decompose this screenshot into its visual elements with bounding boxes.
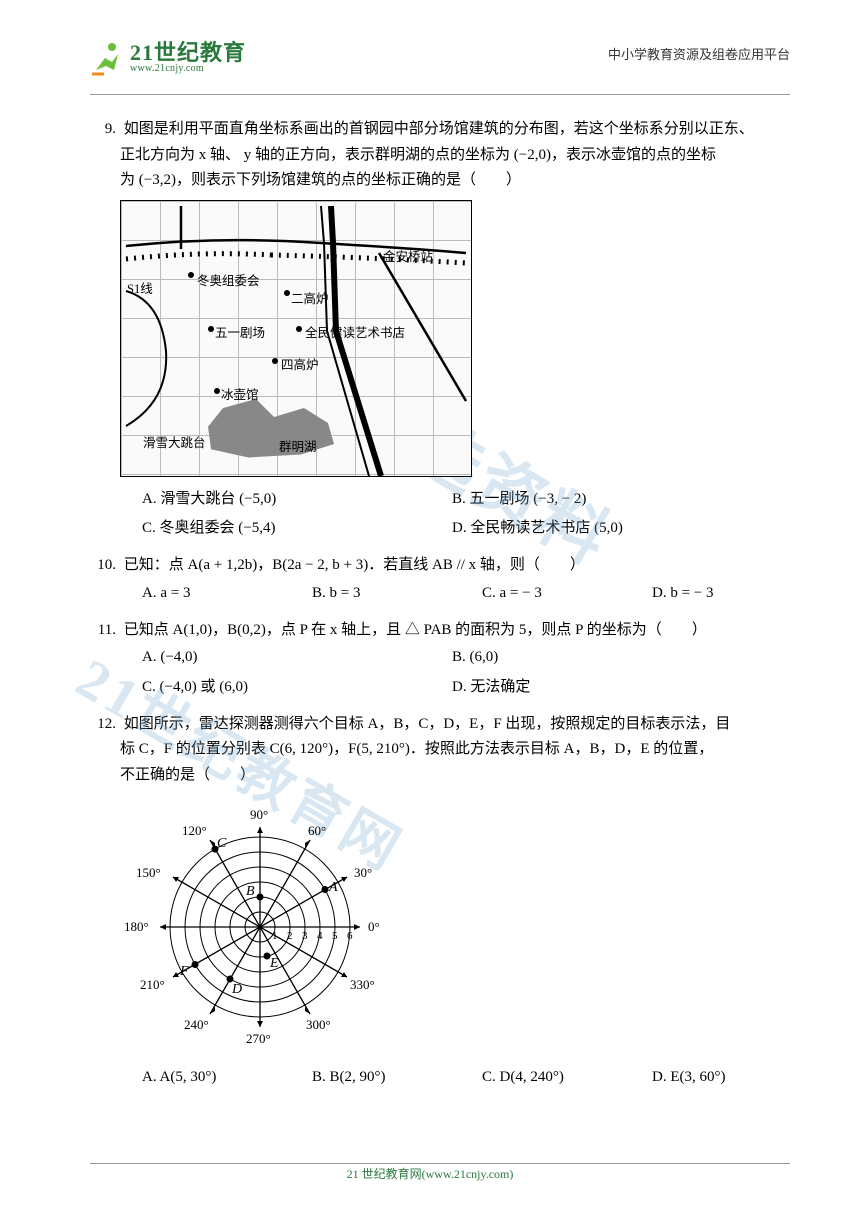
svg-text:120°: 120° [182, 823, 207, 838]
map-label-qunming: 群明湖 [279, 437, 317, 458]
footer-divider [90, 1163, 790, 1164]
map-label-quanmin: 全民健读艺术书店 [305, 323, 405, 344]
svg-text:D: D [231, 982, 242, 997]
q12-choice-a: A. A(5, 30°) [142, 1063, 312, 1092]
svg-text:300°: 300° [306, 1017, 331, 1032]
logo-main-text: 21世纪教育 [130, 42, 246, 64]
page-header: 21世纪教育 www.21cnjy.com 中小学教育资源及组卷应用平台 [90, 40, 790, 76]
map-dot [272, 358, 278, 364]
q11-choices: A. (−4,0) B. (6,0) C. (−4,0) 或 (6,0) D. … [90, 643, 790, 702]
map-label-s1: S1线 [127, 279, 153, 300]
question-11: 11. 已知点 A(1,0)，B(0,2)，点 P 在 x 轴上，且 △ PAB… [90, 618, 790, 702]
q9-choice-b: B. 五一剧场 (−3, − 2) [452, 485, 790, 514]
map-label-jinanqiao: 金安桥站 [383, 247, 433, 268]
q10-choice-c: C. a = − 3 [482, 579, 652, 608]
q9-choice-c: C. 冬奥组委会 (−5,4) [142, 514, 452, 543]
svg-text:4: 4 [317, 930, 323, 942]
q9-number: 9. [90, 117, 116, 143]
map-dot [188, 272, 194, 278]
q12-radar: 0° 30° 60° 90° 120° 150° 180° 210° 240° … [120, 792, 400, 1057]
q10-choice-b: B. b = 3 [312, 579, 482, 608]
svg-text:F: F [179, 964, 189, 979]
svg-text:3: 3 [302, 930, 308, 942]
header-right-text: 中小学教育资源及组卷应用平台 [608, 40, 790, 63]
map-dot [284, 290, 290, 296]
q9-choice-a: A. 滑雪大跳台 (−5,0) [142, 485, 452, 514]
map-label-binghu: 冰壶馆 [221, 385, 259, 406]
q12-choice-b: B. B(2, 90°) [312, 1063, 482, 1092]
runner-icon [90, 40, 126, 76]
svg-text:5: 5 [332, 930, 338, 942]
map-dot [296, 326, 302, 332]
svg-text:30°: 30° [354, 865, 372, 880]
svg-text:0°: 0° [368, 919, 380, 934]
q9-choice-d: D. 全民畅读艺术书店 (5,0) [452, 514, 790, 543]
q11-choice-a: A. (−4,0) [142, 643, 452, 672]
map-dot [214, 388, 220, 394]
svg-text:60°: 60° [308, 823, 326, 838]
map-dot [208, 326, 214, 332]
page: 精选资料 21世纪教育网 21世纪教育 www.21cnjy.com 中小学教育… [0, 0, 860, 1216]
q12-line3: 不正确的是（ ） [90, 763, 790, 789]
q12-choices: A. A(5, 30°) B. B(2, 90°) C. D(4, 240°) … [90, 1063, 790, 1092]
svg-text:1: 1 [272, 930, 278, 942]
q10-text: 已知：点 A(a + 1,2b)，B(2a − 2, b + 3)．若直线 AB… [124, 557, 585, 573]
q10-choice-d: D. b = − 3 [652, 579, 790, 608]
logo-block: 21世纪教育 www.21cnjy.com [90, 40, 246, 76]
q11-choice-d: D. 无法确定 [452, 673, 790, 702]
svg-text:150°: 150° [136, 865, 161, 880]
q10-choices: A. a = 3 B. b = 3 C. a = − 3 D. b = − 3 [90, 579, 790, 608]
q11-choice-c: C. (−4,0) 或 (6,0) [142, 673, 452, 702]
svg-text:E: E [269, 956, 279, 971]
svg-text:270°: 270° [246, 1031, 271, 1046]
q9-line1: 如图是利用平面直角坐标系画出的首钢园中部分场馆建筑的分布图，若这个坐标系分别以正… [124, 121, 754, 137]
q10-choice-a: A. a = 3 [142, 579, 312, 608]
svg-text:90°: 90° [250, 807, 268, 822]
q9-line2: 正北方向为 x 轴、 y 轴的正方向，表示群明湖的点的坐标为 (−2,0)，表示… [90, 143, 790, 169]
q12-choice-d: D. E(3, 60°) [652, 1063, 790, 1092]
logo-sub-text: www.21cnjy.com [130, 64, 246, 74]
map-label-dongao: 冬奥组委会 [197, 271, 260, 292]
footer-text: 21 世纪教育网(www.21cnjy.com) [0, 1165, 860, 1182]
map-label-ergaolu: 二高炉 [291, 289, 329, 310]
q10-number: 10. [90, 553, 116, 579]
svg-text:B: B [246, 884, 255, 899]
svg-text:330°: 330° [350, 977, 375, 992]
svg-text:C: C [217, 836, 227, 851]
q12-number: 12. [90, 712, 116, 738]
q11-text: 已知点 A(1,0)，B(0,2)，点 P 在 x 轴上，且 △ PAB 的面积… [124, 622, 707, 638]
question-10: 10. 已知：点 A(a + 1,2b)，B(2a − 2, b + 3)．若直… [90, 553, 790, 608]
map-label-sigaolu: 四高炉 [281, 355, 319, 376]
q9-choices: A. 滑雪大跳台 (−5,0) B. 五一剧场 (−3, − 2) C. 冬奥组… [90, 485, 790, 544]
q9-map: S1线 冬奥组委会 二高炉 金安桥站 五一剧场 全民健读艺术书店 四高炉 冰壶馆… [120, 200, 472, 477]
svg-text:2: 2 [287, 930, 293, 942]
q11-choice-b: B. (6,0) [452, 643, 790, 672]
svg-text:180°: 180° [124, 919, 149, 934]
q11-number: 11. [90, 618, 116, 644]
radar-svg: 0° 30° 60° 90° 120° 150° 180° 210° 240° … [120, 792, 400, 1057]
map-label-huaxue: 滑雪大跳台 [143, 433, 206, 454]
svg-text:A: A [328, 880, 338, 895]
question-12: 12. 如图所示，雷达探测器测得六个目标 A，B，C，D，E，F 出现，按照规定… [90, 712, 790, 1093]
q12-choice-c: C. D(4, 240°) [482, 1063, 652, 1092]
map-label-wuyi: 五一剧场 [215, 323, 265, 344]
svg-text:6: 6 [347, 930, 353, 942]
svg-text:240°: 240° [184, 1017, 209, 1032]
header-divider [90, 94, 790, 95]
svg-text:210°: 210° [140, 977, 165, 992]
q12-line1: 如图所示，雷达探测器测得六个目标 A，B，C，D，E，F 出现，按照规定的目标表… [124, 716, 731, 732]
question-9: 9. 如图是利用平面直角坐标系画出的首钢园中部分场馆建筑的分布图，若这个坐标系分… [90, 117, 790, 543]
q9-line3: 为 (−3,2)，则表示下列场馆建筑的点的坐标正确的是（ ） [90, 168, 790, 194]
q12-line2: 标 C，F 的位置分别表 C(6, 120°)，F(5, 210°)．按照此方法… [90, 737, 790, 763]
